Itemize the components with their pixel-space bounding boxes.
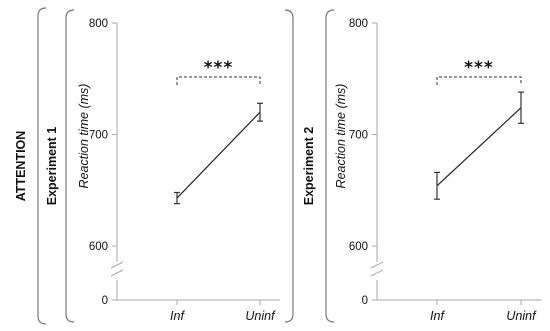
panel-1-significance-bracket: [176, 76, 261, 85]
panel-2-marks: ***: [434, 58, 524, 200]
panel-2-x-tick-label-0: Inf: [430, 309, 445, 323]
panel-1-significance-label: ***: [204, 58, 234, 78]
panel-1-series-line: [176, 111, 261, 199]
panel-2-axis-break-mark-2: [370, 269, 384, 277]
outer-bracket: [37, 7, 47, 325]
panel-2-significance-bracket: [436, 76, 522, 85]
panel-1-y-tick-label-2: 600: [89, 241, 108, 253]
panel-2-significance-label: ***: [464, 58, 494, 78]
panel-1-x-tick-label-0: Inf: [170, 309, 185, 323]
panel-experiment-2: Experiment 2 Reaction time (ms) 800 700 60…: [302, 9, 541, 323]
panel-2-x-tick-label-1: Uninf: [506, 309, 537, 323]
panel-2-left-bracket: [325, 9, 335, 323]
panel-1-y-tick-label-1: 700: [89, 130, 108, 142]
panel-2-label: Experiment 2: [302, 127, 316, 206]
row-label: ATTENTION: [14, 131, 28, 202]
panel-2-axis-break-mark-1: [370, 261, 384, 269]
panel-1-left-bracket: [65, 9, 75, 323]
panel-1-marks: ***: [174, 58, 263, 205]
panel-2-ylabel: Reaction time (ms): [334, 84, 348, 189]
panel-2-y-tick-label-0: 800: [349, 18, 368, 30]
panel-2-axes: 800 700 600 0 Inf Uninf: [349, 18, 541, 323]
panel-1-axes: 800 700 600 0 Inf Uninf: [89, 18, 280, 323]
panel-1-y-tick-label-0: 800: [89, 18, 108, 30]
panel-1-label: Experiment 1: [45, 127, 59, 206]
panel-1-right-bracket: [284, 9, 294, 323]
panel-1-ylabel: Reaction time (ms): [77, 84, 91, 189]
panel-2-y-tick-label-1: 700: [349, 130, 368, 142]
panel-1-y-tick-label-3: 0: [102, 295, 108, 307]
panel-experiment-1: Experiment 1 Reaction time (ms) 800 700 60…: [45, 9, 294, 323]
panel-2-y-tick-label-2: 600: [349, 241, 368, 253]
panel-2-series-line: [436, 107, 522, 187]
panel-2-y-tick-label-3: 0: [362, 295, 368, 307]
panel-1-axis-break-mark-2: [110, 269, 124, 277]
panel-1-x-tick-label-1: Uninf: [245, 309, 276, 323]
panel-1-axis-break-mark-1: [110, 261, 124, 269]
